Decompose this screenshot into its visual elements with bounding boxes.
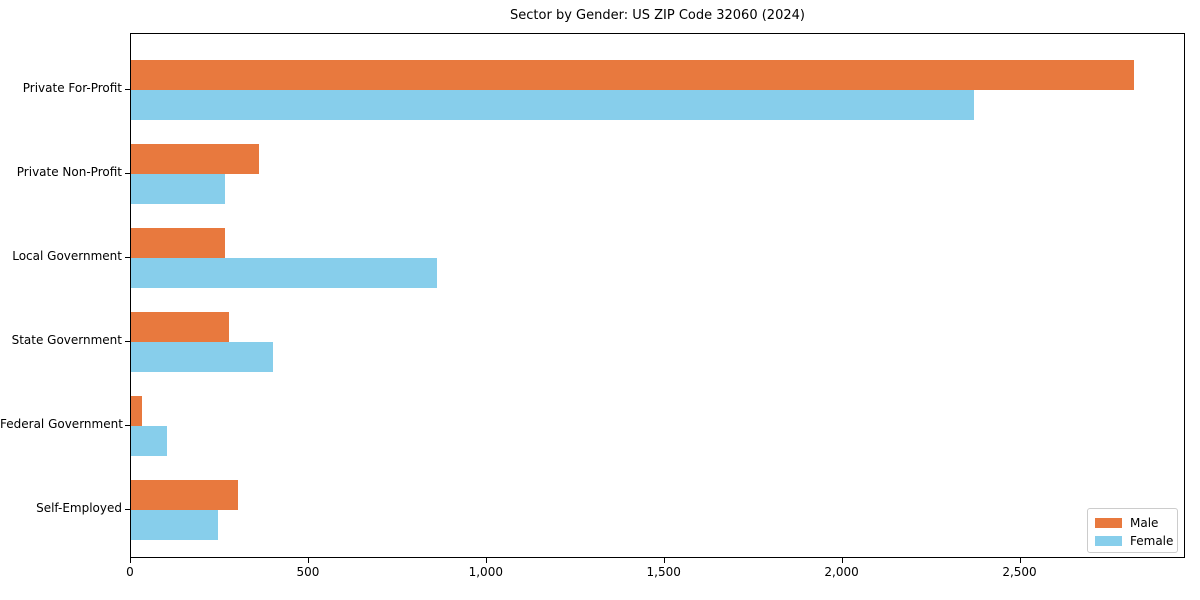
y-tick-label: Self-Employed <box>36 501 122 515</box>
bar-male-3 <box>131 312 229 342</box>
bar-female-0 <box>131 90 975 120</box>
bar-male-0 <box>131 60 1135 90</box>
y-tick-mark <box>125 89 130 90</box>
bar-female-3 <box>131 342 274 372</box>
y-tick-mark <box>125 509 130 510</box>
bar-male-5 <box>131 480 238 510</box>
x-tick-label: 1,000 <box>468 565 503 579</box>
x-tick-mark <box>485 558 487 563</box>
y-tick-label: Local Government <box>12 249 122 263</box>
y-tick-mark <box>125 341 130 342</box>
plot-area <box>130 33 1185 558</box>
y-tick-mark <box>125 257 130 258</box>
x-tick-mark <box>307 558 309 563</box>
chart-title: Sector by Gender: US ZIP Code 32060 (202… <box>510 8 805 23</box>
bar-male-4 <box>131 396 142 426</box>
legend-item-male: Male <box>1095 514 1170 532</box>
bar-female-2 <box>131 258 437 288</box>
x-tick-mark <box>841 558 843 563</box>
x-tick-label: 2,000 <box>824 565 859 579</box>
male-color-swatch <box>1095 518 1122 528</box>
y-tick-mark <box>125 173 130 174</box>
x-tick-mark <box>130 558 131 563</box>
y-tick-label: Federal Government <box>0 417 123 431</box>
legend-label-male: Male <box>1130 516 1159 530</box>
x-tick-mark <box>1019 558 1021 563</box>
x-tick-label: 0 <box>126 565 134 579</box>
y-tick-label: Private Non-Profit <box>16 165 122 179</box>
legend-label-female: Female <box>1130 534 1174 548</box>
y-tick-label: Private For-Profit <box>22 81 122 95</box>
x-tick-label: 2,500 <box>1002 565 1037 579</box>
x-tick-label: 1,500 <box>646 565 681 579</box>
legend-item-female: Female <box>1095 532 1174 550</box>
bar-female-5 <box>131 510 219 540</box>
legend: Male Female <box>1087 508 1178 553</box>
y-tick-mark <box>125 425 130 426</box>
x-tick-label: 500 <box>296 565 320 579</box>
x-tick-mark <box>663 558 665 563</box>
bar-female-1 <box>131 174 226 204</box>
y-tick-label: State Government <box>11 333 122 347</box>
female-color-swatch <box>1095 536 1122 546</box>
bar-male-2 <box>131 228 226 258</box>
bar-female-4 <box>131 426 167 456</box>
bar-male-1 <box>131 144 260 174</box>
